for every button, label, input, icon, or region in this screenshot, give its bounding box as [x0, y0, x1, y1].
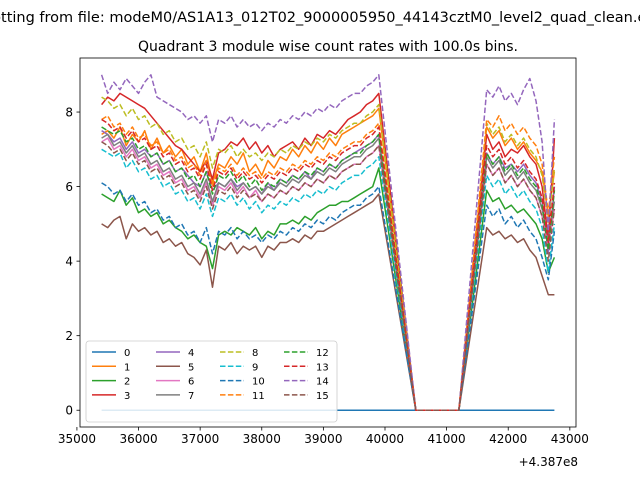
x-tick-label: 43000 [551, 432, 589, 446]
legend-label-7: 7 [188, 391, 194, 402]
legend-label-12: 12 [316, 348, 329, 359]
legend-label-0: 0 [124, 348, 130, 359]
series-line-6 [101, 137, 556, 411]
legend-label-8: 8 [252, 348, 258, 359]
y-tick-label: 6 [65, 180, 73, 194]
x-tick-label: 38000 [243, 432, 281, 446]
y-tick-label: 2 [65, 329, 73, 343]
x-tick-label: 42000 [489, 432, 527, 446]
legend-label-5: 5 [188, 362, 194, 373]
legend-label-11: 11 [252, 391, 265, 402]
series-line-12 [101, 126, 556, 411]
series-line-8 [101, 96, 556, 411]
series-line-13 [101, 118, 556, 411]
y-tick-label: 0 [65, 404, 73, 418]
legend-label-9: 9 [252, 362, 258, 373]
series-line-11 [101, 115, 556, 411]
chart-title: Quadrant 3 module wise count rates with … [138, 39, 518, 55]
legend-label-2: 2 [124, 377, 130, 388]
x-tick-label: 37000 [181, 432, 219, 446]
legend-label-10: 10 [252, 377, 265, 388]
series-line-5 [101, 193, 555, 411]
y-tick-label: 4 [65, 255, 73, 269]
plot-frame [79, 57, 577, 428]
series-line-15 [101, 141, 556, 411]
series-group [100, 74, 556, 411]
legend-label-15: 15 [316, 391, 329, 402]
series-line-2 [101, 167, 556, 411]
x-tick-label: 35000 [58, 432, 96, 446]
series-line-9 [101, 148, 556, 411]
series-line-14 [100, 74, 556, 411]
legend-label-1: 1 [124, 362, 130, 373]
x-tick-label: 39000 [304, 432, 342, 446]
series-line-3 [101, 92, 556, 411]
figure-suptitle: Plotting from file: modeM0/AS1A13_012T02… [0, 10, 640, 26]
legend-label-4: 4 [188, 348, 194, 359]
x-tick-label: 36000 [119, 432, 157, 446]
legend-label-6: 6 [188, 377, 194, 388]
x-offset-label: +4.387e8 [519, 455, 578, 469]
plot-area: 35000 36000 37000 38000 39000 40000 41000 42000… [58, 57, 589, 446]
x-tick-label: 41000 [428, 432, 466, 446]
series-line-1 [101, 107, 556, 411]
legend-label-14: 14 [316, 377, 329, 388]
legend-label-3: 3 [124, 391, 130, 402]
x-tick-label: 40000 [366, 432, 404, 446]
series-line-10 [101, 182, 556, 411]
y-tick-label: 8 [65, 106, 73, 120]
legend-label-13: 13 [316, 362, 329, 373]
legend-box [85, 340, 338, 423]
series-line-7 [101, 133, 556, 411]
